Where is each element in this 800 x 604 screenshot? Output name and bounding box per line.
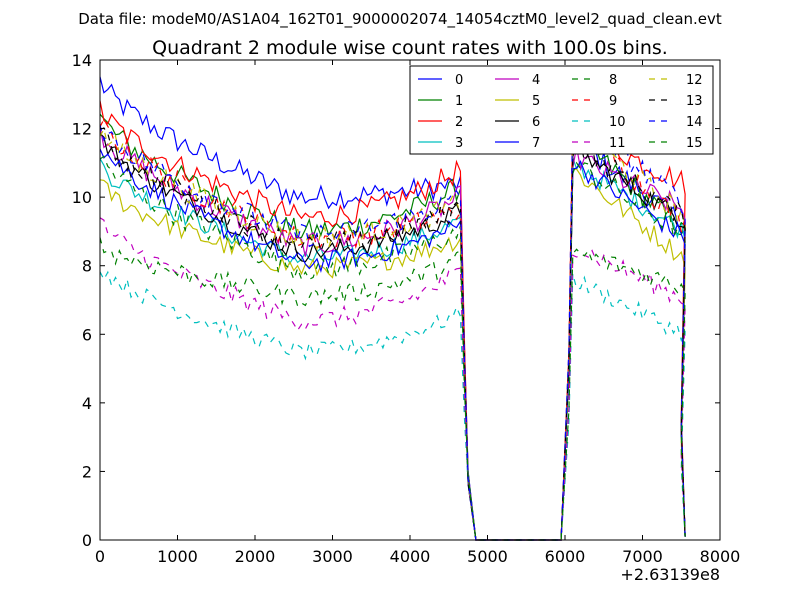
- legend-label-13: 13: [686, 94, 703, 109]
- y-tick-label: 4: [82, 394, 92, 413]
- x-tick-label: 1000: [157, 547, 198, 566]
- legend-label-3: 3: [455, 136, 463, 151]
- x-tick-label: 7000: [622, 547, 663, 566]
- series-line-11: [99, 217, 686, 541]
- series-line-13: [99, 127, 686, 541]
- x-tick-label: 6000: [545, 547, 586, 566]
- legend-label-14: 14: [686, 115, 703, 130]
- series-line-6: [99, 133, 686, 541]
- legend-label-8: 8: [609, 73, 617, 88]
- x-tick-label: 5000: [467, 547, 508, 566]
- legend-label-2: 2: [455, 115, 463, 130]
- series-line-1: [99, 113, 686, 541]
- x-axis-ticks: 0 1000 2000 3000 4000 5000 6000 7000 8000: [95, 60, 740, 566]
- y-tick-label: 6: [82, 325, 92, 344]
- series-line-8: [99, 155, 686, 541]
- legend-label-0: 0: [455, 73, 463, 88]
- legend-label-11: 11: [609, 136, 626, 151]
- series-line-14: [99, 112, 686, 541]
- y-tick-label: 14: [72, 51, 92, 70]
- chart-title: Quadrant 2 module wise count rates with …: [152, 37, 668, 59]
- legend-label-6: 6: [532, 115, 540, 130]
- x-tick-label: 4000: [390, 547, 431, 566]
- legend-label-9: 9: [609, 94, 617, 109]
- legend-label-4: 4: [532, 73, 540, 88]
- legend-box: [409, 65, 714, 155]
- series-line-7: [99, 148, 686, 541]
- legend-label-7: 7: [532, 136, 540, 151]
- series-line-5: [99, 168, 686, 541]
- y-tick-label: 10: [72, 188, 92, 207]
- series-line-9: [99, 111, 686, 541]
- legend-label-15: 15: [686, 136, 703, 151]
- y-tick-label: 8: [82, 257, 92, 276]
- y-tick-label: 12: [72, 120, 92, 139]
- y-tick-label: 2: [82, 462, 92, 481]
- x-axis-offset-label: +2.63139e8: [620, 565, 720, 584]
- series-line-10: [99, 270, 686, 541]
- x-tick-label: 2000: [235, 547, 276, 566]
- legend-label-12: 12: [686, 73, 703, 88]
- chart-suptitle: Data file: modeM0/AS1A04_162T01_90000020…: [78, 10, 722, 29]
- legend-label-10: 10: [609, 115, 626, 130]
- x-tick-label: 0: [95, 547, 105, 566]
- x-tick-label: 8000: [700, 547, 741, 566]
- legend-label-1: 1: [455, 94, 463, 109]
- y-tick-label: 0: [82, 531, 92, 550]
- legend-label-5: 5: [532, 94, 540, 109]
- x-tick-label: 3000: [312, 547, 353, 566]
- series-line-15: [99, 237, 686, 541]
